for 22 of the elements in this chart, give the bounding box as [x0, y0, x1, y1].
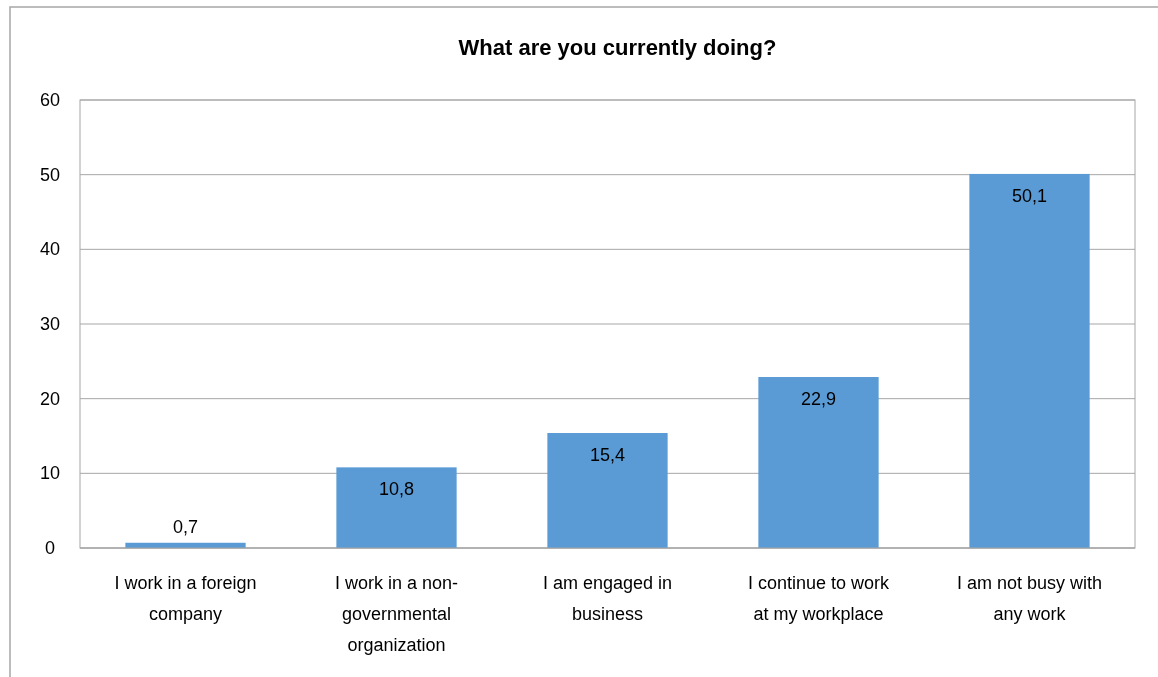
y-tick-label: 60 — [39, 90, 61, 110]
data-label: 50,1 — [1011, 185, 1048, 206]
chart-title: What are you currently doing? — [458, 35, 777, 60]
x-tick-label: I work in a foreign company — [114, 573, 257, 624]
y-tick-label: 20 — [39, 388, 61, 409]
bar — [547, 433, 668, 548]
x-tick-label: I am not busy with any work — [956, 573, 1103, 624]
data-label: 15,4 — [589, 445, 626, 466]
x-tick-label: I am engaged in business — [542, 573, 673, 624]
data-label: 10,8 — [378, 479, 415, 500]
data-label: 22,9 — [800, 389, 837, 410]
bar — [969, 173, 1090, 548]
y-tick-label: 50 — [39, 164, 61, 185]
bar — [336, 467, 457, 548]
x-tick-label: I continue to work at my workplace — [747, 573, 891, 624]
x-tick-label: I work in a non-governmental organization — [334, 573, 459, 655]
bar — [758, 377, 879, 548]
y-tick-label: 40 — [39, 239, 61, 260]
y-tick-label: 0 — [44, 538, 56, 558]
y-tick-label: 30 — [39, 314, 61, 334]
data-label: 0,7 — [172, 516, 199, 537]
y-tick-label: 10 — [39, 463, 61, 484]
